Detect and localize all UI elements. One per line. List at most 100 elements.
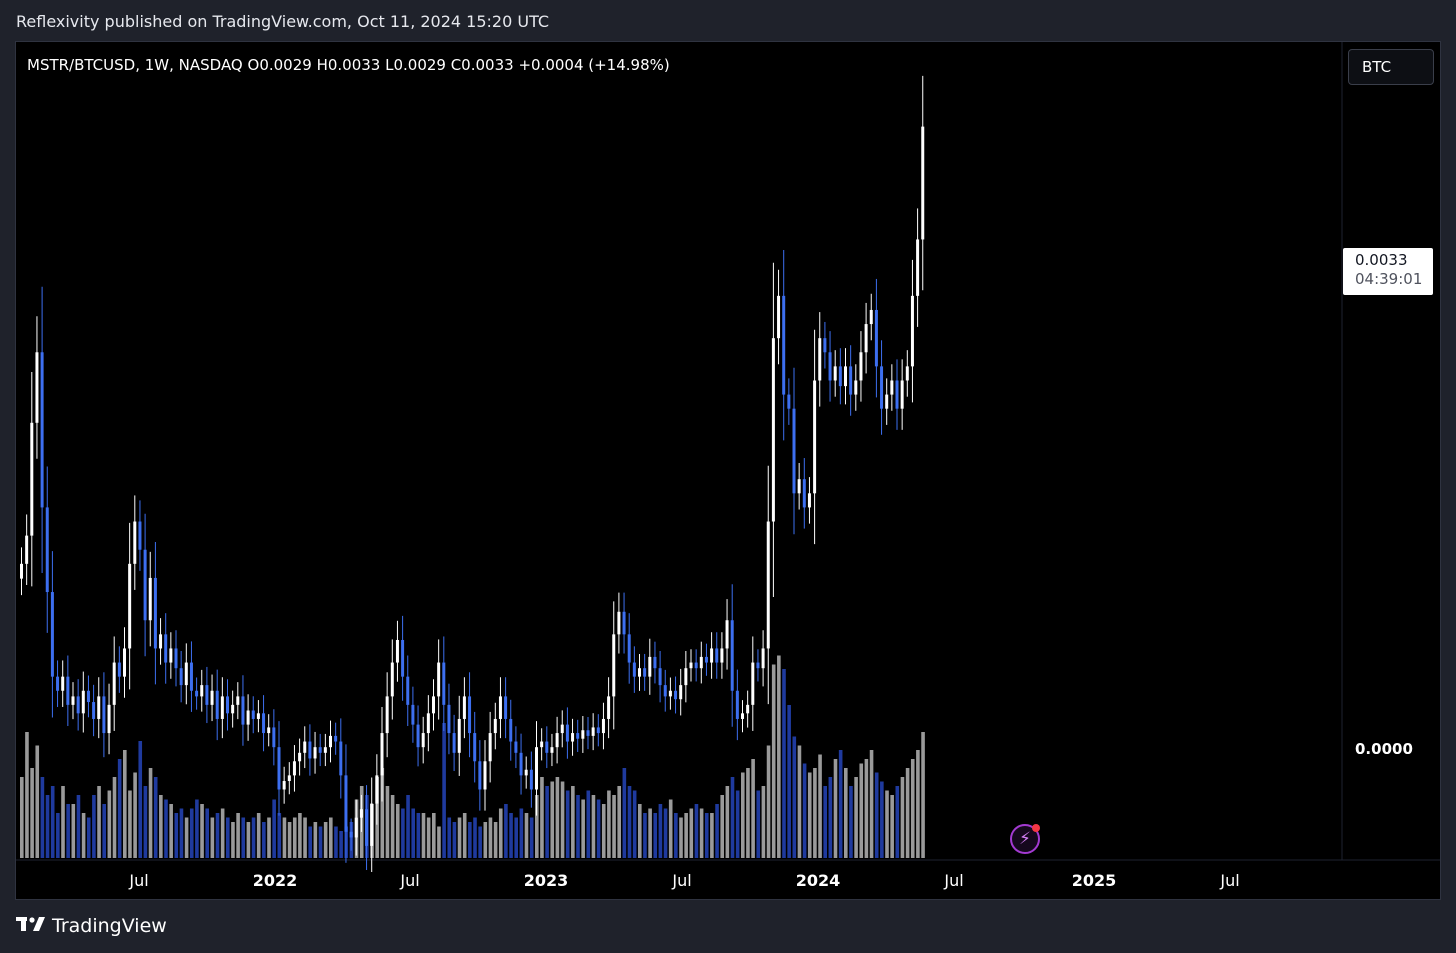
volume-bar	[56, 813, 60, 858]
candle-body	[813, 380, 817, 494]
volume-bar	[86, 817, 91, 858]
x-tick-label: Jul	[129, 871, 149, 890]
volume-bar	[777, 655, 781, 858]
candle-body	[81, 690, 85, 714]
candle-body	[576, 733, 580, 739]
volume-bar	[802, 763, 807, 858]
volume-bar	[395, 804, 400, 858]
volume-bar	[823, 786, 827, 858]
volume-bar	[782, 669, 786, 858]
volume-bar	[658, 804, 663, 858]
volume-bar	[189, 808, 194, 858]
x-tick-label: 2023	[523, 871, 569, 890]
volume-bar	[210, 817, 215, 858]
candle-body	[612, 634, 616, 697]
volume-bar	[730, 777, 735, 858]
candle-body	[292, 761, 296, 776]
volume-bar	[545, 786, 549, 858]
volume-bar	[20, 777, 24, 858]
volume-bar	[421, 813, 426, 858]
candle-body	[771, 338, 775, 522]
candle-body	[128, 563, 132, 649]
volume-bar	[123, 750, 127, 858]
volume-bar	[102, 804, 106, 858]
volume-bar	[313, 822, 318, 858]
candle-body	[910, 295, 914, 367]
candle-body	[256, 713, 260, 719]
volume-bar	[25, 732, 29, 858]
candle-body	[231, 704, 235, 714]
candle-body	[189, 662, 193, 691]
volume-bar	[117, 759, 122, 858]
volume-bar	[50, 786, 55, 858]
candle-body	[864, 324, 868, 353]
volume-bar	[710, 813, 714, 858]
volume-bar	[169, 804, 173, 858]
volume-bar	[885, 790, 889, 858]
candle-body	[694, 662, 698, 669]
volume-bar	[251, 817, 256, 858]
volume-bar	[735, 790, 740, 858]
candle-body	[272, 727, 276, 748]
volume-bar	[380, 768, 385, 858]
volume-bar	[694, 804, 699, 858]
currency-unit-button[interactable]: BTC	[1348, 49, 1434, 85]
symbol-legend[interactable]: MSTR/BTCUSD, 1W, NASDAQ O0.0029 H0.0033 …	[27, 56, 670, 74]
candle-body	[35, 352, 39, 423]
footer-brand[interactable]: TradingView	[16, 915, 167, 937]
candle-body	[622, 611, 626, 635]
volume-bar	[627, 786, 632, 858]
candle-body	[880, 366, 884, 409]
candle-body	[498, 696, 502, 719]
x-tick-label: Jul	[1220, 871, 1240, 890]
notification-dot-icon	[1032, 824, 1040, 832]
volume-bar	[648, 808, 652, 858]
chart-area[interactable]: MSTR/BTCUSD, 1W, NASDAQ O0.0029 H0.0033 …	[15, 41, 1441, 900]
candle-body	[478, 761, 482, 790]
candle-body	[380, 733, 384, 776]
candle-body	[390, 662, 394, 697]
volume-bar	[550, 781, 555, 858]
price-chart-svg[interactable]	[16, 42, 1440, 899]
candle-body	[514, 741, 518, 753]
volume-bar	[797, 745, 802, 858]
volume-bar	[596, 799, 601, 858]
candle-body	[241, 696, 245, 725]
volume-bar	[97, 786, 101, 858]
volume-bar	[272, 799, 276, 858]
candle-body	[215, 690, 219, 719]
volume-bar	[756, 790, 761, 858]
volume-bar	[514, 817, 518, 858]
volume-bar	[81, 813, 86, 858]
candle-body	[200, 685, 204, 697]
last-price-label: 0.0033 04:39:01	[1343, 248, 1433, 295]
volume-bar	[653, 813, 658, 858]
candle-body	[859, 352, 863, 381]
volume-bar	[112, 777, 117, 858]
volume-bar	[174, 813, 179, 858]
candle-body	[684, 668, 688, 686]
volume-bar	[437, 826, 441, 858]
candle-body	[107, 704, 111, 734]
volume-bar	[828, 777, 833, 858]
volume-bar	[329, 817, 333, 858]
candle-body	[251, 710, 255, 719]
candle-body	[421, 733, 425, 748]
candle-body	[277, 747, 281, 790]
candle-body	[504, 696, 508, 719]
volume-bar	[741, 772, 745, 858]
volume-bar	[195, 799, 199, 858]
volume-bar	[153, 777, 158, 858]
candle-body	[195, 690, 199, 697]
volume-bar	[571, 786, 575, 858]
candle-body	[339, 741, 343, 776]
candle-body	[838, 366, 842, 387]
candle-body	[854, 380, 858, 395]
volume-bar	[792, 736, 797, 858]
last-price-value: 0.0033	[1355, 251, 1408, 269]
volume-bar	[818, 754, 822, 858]
volume-bar	[277, 813, 282, 858]
candle-body	[226, 696, 229, 714]
candle-body	[916, 239, 920, 296]
candle-body	[323, 747, 327, 753]
